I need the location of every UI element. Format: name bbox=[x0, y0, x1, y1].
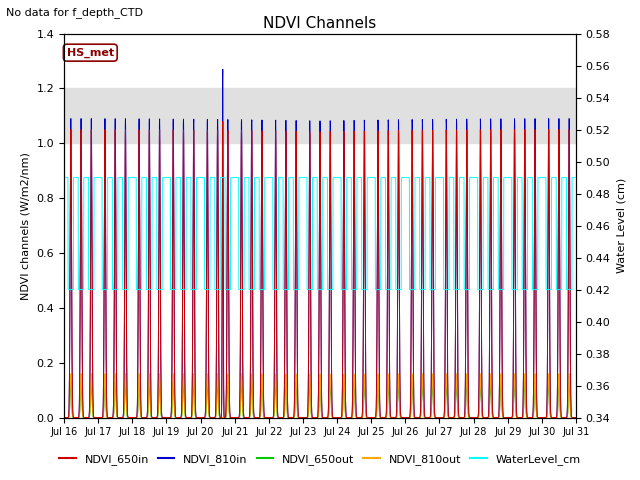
Title: NDVI Channels: NDVI Channels bbox=[264, 16, 376, 31]
Text: No data for f_depth_CTD: No data for f_depth_CTD bbox=[6, 7, 143, 18]
Text: HS_met: HS_met bbox=[67, 48, 114, 58]
Bar bbox=[64, 88, 576, 144]
Y-axis label: NDVI channels (W/m2/nm): NDVI channels (W/m2/nm) bbox=[21, 152, 31, 300]
Y-axis label: Water Level (cm): Water Level (cm) bbox=[616, 178, 626, 273]
Legend: NDVI_650in, NDVI_810in, NDVI_650out, NDVI_810out, WaterLevel_cm: NDVI_650in, NDVI_810in, NDVI_650out, NDV… bbox=[54, 450, 586, 469]
